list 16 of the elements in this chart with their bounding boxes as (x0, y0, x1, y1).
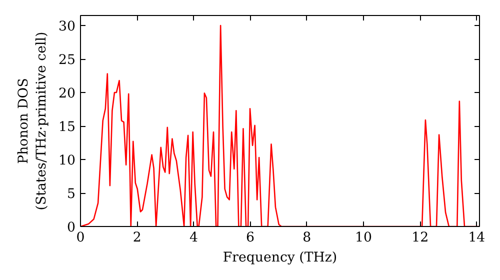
x-tick-label: 4 (189, 230, 198, 246)
x-tick-label: 6 (246, 230, 255, 246)
x-tick-label: 2 (132, 230, 142, 246)
x-tick-label: 8 (302, 230, 312, 246)
y-tick-label: 20 (58, 86, 76, 102)
y-tick-label: 5 (67, 187, 76, 202)
x-axis-title: Frequency (THz) (222, 250, 338, 266)
y-tick-label: 10 (58, 154, 76, 169)
y-tick-label: 0 (67, 220, 76, 236)
y-tick-label: 15 (58, 120, 76, 136)
y-axis-title: Phonon DOS (States/THz·primitive cell) (16, 32, 50, 210)
y-tick-label: 30 (58, 20, 76, 35)
x-tick-label: 14 (468, 230, 486, 246)
x-tick-label: 10 (355, 230, 372, 246)
y-tick-label: 25 (58, 53, 76, 68)
x-tick-label: 12 (412, 230, 429, 246)
